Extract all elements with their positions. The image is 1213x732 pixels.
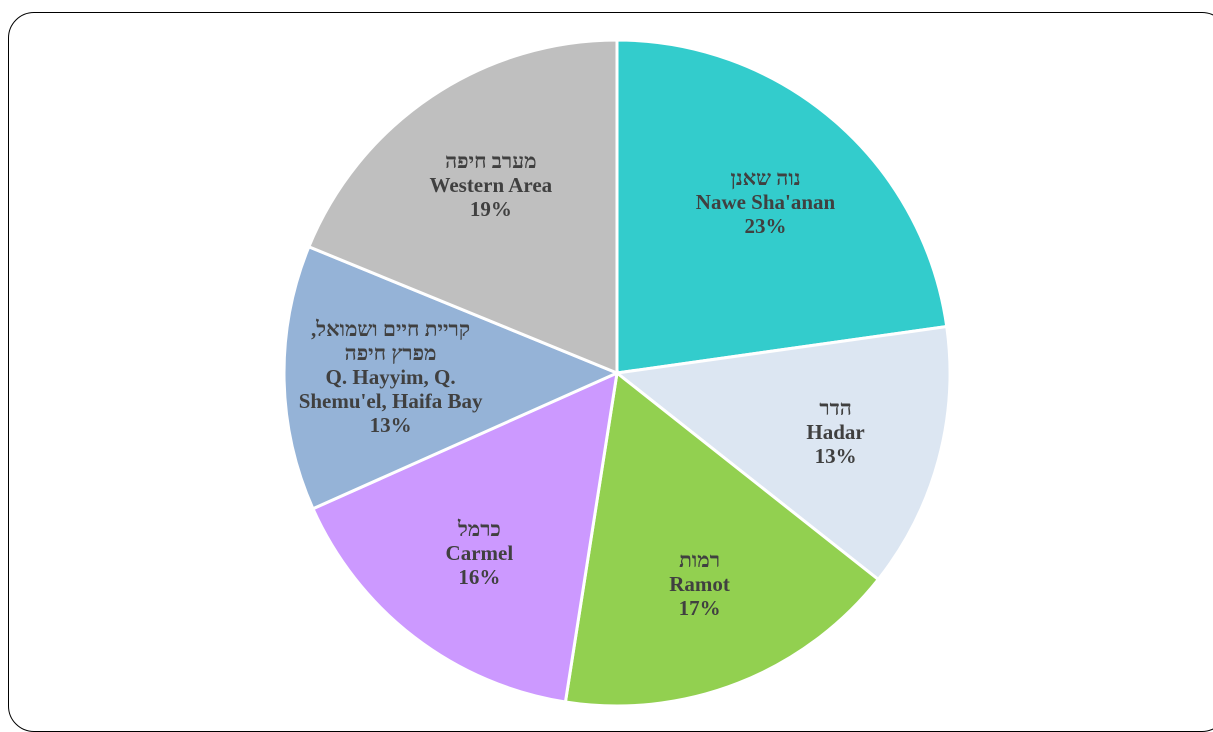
label-value: 13% — [814, 444, 857, 469]
slice-label: רמות Ramot 17% — [605, 548, 795, 620]
label-hebrew: הדר — [819, 396, 852, 421]
label-hebrew: רמות — [679, 547, 721, 572]
label-hebrew: נוה שאנן — [730, 166, 801, 191]
label-name: Carmel — [445, 540, 514, 565]
slice-label: הדר Hadar 13% — [741, 396, 931, 468]
label-value: 13% — [369, 412, 412, 437]
label-hebrew: מערב חיפה — [445, 148, 537, 173]
page: נוה שאנן Nawe Sha'anan 23% הדר Hadar 13% רמות R… — [8, 12, 1213, 732]
pie-slice — [310, 370, 619, 704]
pie-slice — [615, 38, 949, 375]
pie-slice — [306, 38, 619, 376]
chart — [282, 38, 952, 708]
label-value: 17% — [678, 595, 721, 620]
label-value: 23% — [744, 214, 787, 239]
label-hebrew: קריית חיים ושמואל, מפרץ חיפה — [311, 316, 471, 365]
label-name: Nawe Sha'anan — [695, 190, 836, 215]
label-value: 16% — [458, 564, 501, 589]
slice-label: נוה שאנן Nawe Sha'anan 23% — [671, 166, 861, 238]
pie-slice — [282, 244, 621, 511]
slice-label: קריית חיים ושמואל, מפרץ חיפה Q. Hayyim, Q… — [296, 317, 486, 437]
label-name: Hadar — [806, 420, 865, 445]
label-hebrew: כרמל — [457, 516, 501, 541]
slice-label: מערב חיפה Western Area 19% — [396, 149, 586, 221]
slice-label: כרמל Carmel 16% — [384, 517, 574, 589]
label-value: 19% — [469, 196, 512, 221]
label-name: Western Area — [429, 172, 553, 197]
label-name: Q. Hayyim, Q. Shemu'el, Haifa Bay — [298, 364, 483, 413]
label-name: Ramot — [669, 571, 730, 596]
pie-slice — [563, 370, 881, 708]
pie-slice — [613, 324, 952, 582]
